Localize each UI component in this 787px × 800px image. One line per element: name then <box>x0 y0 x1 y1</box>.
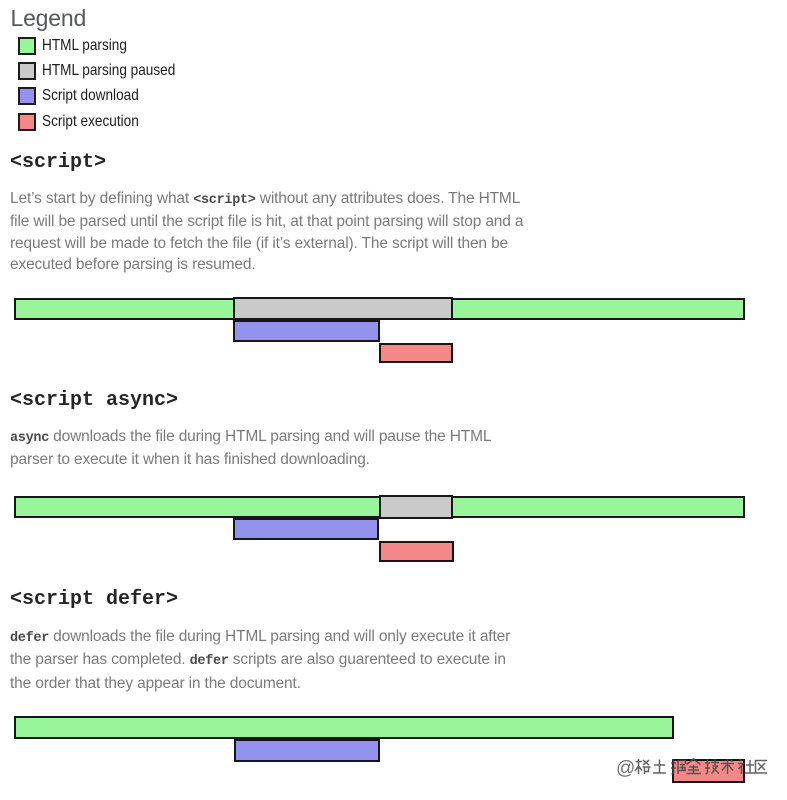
svg-text:@: @ <box>616 758 635 779</box>
